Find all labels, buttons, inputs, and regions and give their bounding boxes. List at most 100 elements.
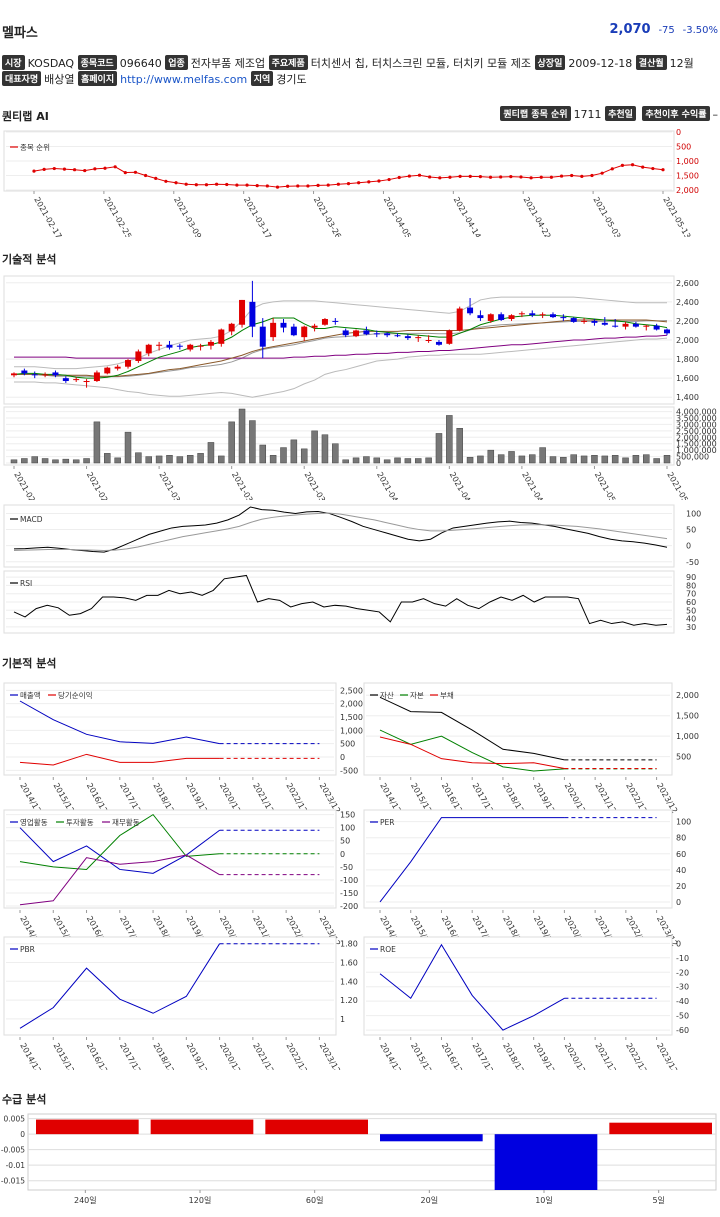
rank-value: 1711 [573, 108, 602, 121]
volume-xtick: 2021-04-05 [375, 471, 406, 501]
fund2-legend-label: 자산 [380, 690, 394, 700]
volume-bar [394, 457, 401, 464]
fund2-자산-line [379, 696, 565, 761]
rank-point [539, 175, 543, 179]
volume-bar [518, 455, 526, 464]
rank-chart: 0 500 1,000 1,500 2,000 종목 순위 2021-02-17 2021-0… [3, 128, 699, 238]
volume-bar [228, 421, 235, 464]
candle-body [31, 374, 38, 376]
candle-ytick: 2,600 [676, 279, 699, 288]
current-price: 2,070 [609, 22, 651, 37]
product-value: 터치센서 칩, 터치스크린 모듈, 터치키 모듈 제조 [310, 57, 532, 70]
pbr-xtick: 2023/12 [318, 1042, 342, 1071]
candle-body [259, 326, 266, 347]
per-PER-line [379, 817, 565, 903]
volume-xtick: 2021-05-13 [665, 471, 696, 501]
fund3-ytick: 50 [340, 837, 350, 846]
rank-point [184, 182, 188, 186]
volume-bar [62, 458, 70, 464]
rank-point [316, 183, 320, 187]
rank-xtick: 2021-02-17 [32, 196, 63, 238]
candle-body [467, 307, 474, 314]
volume-xtick: 2021-03-26 [302, 471, 333, 501]
rank-point [661, 168, 665, 172]
rank-legend-label: 종목 순위 [20, 143, 50, 152]
candle-body [280, 322, 287, 328]
homepage-link[interactable]: http://www.melfas.com [120, 73, 248, 86]
candle-body [363, 330, 370, 335]
volume-bar [290, 439, 298, 464]
roe-legend-label: ROE [380, 945, 396, 954]
volume-xtick: 2021-03-17 [230, 471, 261, 501]
volume-bar [539, 447, 546, 464]
volume-ytick: 3,000,000 [676, 420, 717, 429]
fund1-ytick: 1,000 [340, 726, 363, 735]
candle-body [384, 333, 391, 336]
volume-bar [238, 408, 246, 464]
fund3-ytick: 150 [340, 811, 355, 820]
candle-body [581, 320, 588, 322]
rank-point [336, 182, 340, 186]
per-ytick: 60 [676, 850, 686, 859]
return-value: – [712, 108, 719, 121]
rank-point [265, 184, 269, 188]
volume-bar [570, 454, 577, 464]
volume-bar [93, 421, 101, 464]
rank-ytick: 1,000 [676, 157, 699, 166]
roe-xtick: 2015/12 [409, 1042, 433, 1071]
per-ytick: 40 [676, 866, 686, 875]
roe-ROE-line [379, 943, 565, 1031]
roe-ytick: -30 [676, 983, 689, 992]
volume-bar [435, 433, 443, 464]
market-tag: 시장 [2, 55, 25, 70]
candle-ytick: 1,600 [676, 374, 699, 383]
candle-body [539, 314, 546, 316]
volume-bar [269, 455, 277, 464]
supply-xtick: 240일 [74, 1196, 97, 1205]
candle-body [456, 308, 463, 331]
volume-xtick: 2021-05-03 [593, 471, 624, 501]
volume-bar [352, 457, 360, 464]
macd-series-line [13, 506, 668, 553]
candle-body [197, 345, 204, 347]
fund1-ytick: 500 [340, 740, 355, 749]
rank-point [164, 179, 168, 183]
candle-body [643, 325, 650, 327]
rank-point [610, 167, 614, 171]
supply-section-title: 수급 분석 [2, 1093, 47, 1106]
ceo-tag: 대표자명 [2, 71, 42, 86]
rank-point [448, 175, 452, 179]
rsi-ytick: 70 [686, 590, 696, 599]
volume-bar [197, 453, 204, 464]
rank-point [529, 176, 533, 180]
rank-point [468, 174, 472, 178]
volume-bar [663, 455, 671, 464]
rank-xtick: 2021-03-17 [242, 196, 273, 238]
fund1-ytick: 1,500 [340, 713, 363, 722]
volume-bar [124, 431, 132, 464]
rank-point [62, 167, 67, 171]
supply-ytick: -0.005 [1, 1146, 25, 1155]
rank-point [519, 175, 523, 179]
roe-ytick: -50 [676, 1012, 689, 1021]
candle-body [11, 373, 17, 376]
supply-xtick: 20일 [421, 1196, 439, 1205]
candle-ma60-line [14, 334, 668, 359]
candle-body [145, 344, 152, 354]
rank-point [235, 183, 239, 187]
macd-ytick: -50 [686, 558, 699, 567]
supply-ytick: 0.005 [4, 1115, 26, 1124]
candle-ma20-line [14, 319, 668, 377]
supply-bar [36, 1119, 139, 1135]
volume-bar [487, 449, 495, 464]
per-ytick: 20 [676, 882, 686, 891]
rank-point [245, 183, 249, 187]
volume-ytick: 3,500,000 [676, 414, 717, 423]
candle-body [622, 323, 629, 327]
candle-body [156, 344, 163, 346]
info-row-1: 시장 KOSDAQ 종목코드 096640 업종 전자부품 제조업 주요제품 터치센서 … [2, 55, 694, 71]
candle-body [487, 314, 494, 321]
rank-tag: 퀀티랩 종목 순위 [500, 106, 571, 121]
rank-point [377, 179, 381, 183]
price-block: 2,070 -75 -3.50% [609, 22, 718, 37]
